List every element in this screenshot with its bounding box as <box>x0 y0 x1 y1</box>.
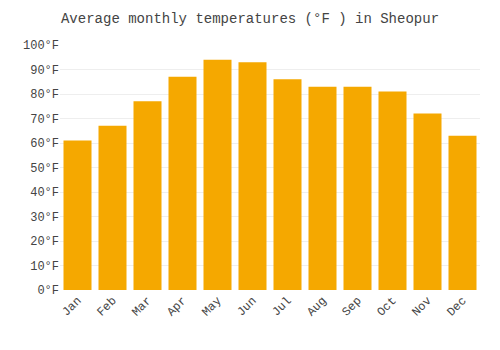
svg-text:Sep: Sep <box>339 294 364 319</box>
svg-text:80°F: 80°F <box>30 88 59 102</box>
svg-text:Jul: Jul <box>269 294 294 319</box>
svg-text:Oct: Oct <box>374 294 399 319</box>
svg-text:May: May <box>199 294 224 319</box>
svg-text:20°F: 20°F <box>30 235 59 249</box>
svg-text:10°F: 10°F <box>30 260 59 274</box>
svg-text:Jun: Jun <box>234 294 259 319</box>
svg-text:70°F: 70°F <box>30 113 59 127</box>
svg-text:Aug: Aug <box>304 294 329 319</box>
svg-text:50°F: 50°F <box>30 162 59 176</box>
svg-text:60°F: 60°F <box>30 137 59 151</box>
svg-text:Feb: Feb <box>94 294 119 319</box>
svg-text:100°F: 100°F <box>23 39 59 53</box>
svg-text:Jan: Jan <box>59 294 84 319</box>
svg-text:0°F: 0°F <box>37 284 59 298</box>
svg-text:90°F: 90°F <box>30 64 59 78</box>
svg-text:Nov: Nov <box>409 294 434 319</box>
svg-text:Dec: Dec <box>444 294 469 319</box>
svg-text:Mar: Mar <box>129 294 154 319</box>
svg-text:Average monthly temperatures (: Average monthly temperatures (°F ) in Sh… <box>61 11 439 27</box>
svg-text:Apr: Apr <box>164 294 189 319</box>
svg-text:40°F: 40°F <box>30 186 59 200</box>
svg-text:30°F: 30°F <box>30 211 59 225</box>
